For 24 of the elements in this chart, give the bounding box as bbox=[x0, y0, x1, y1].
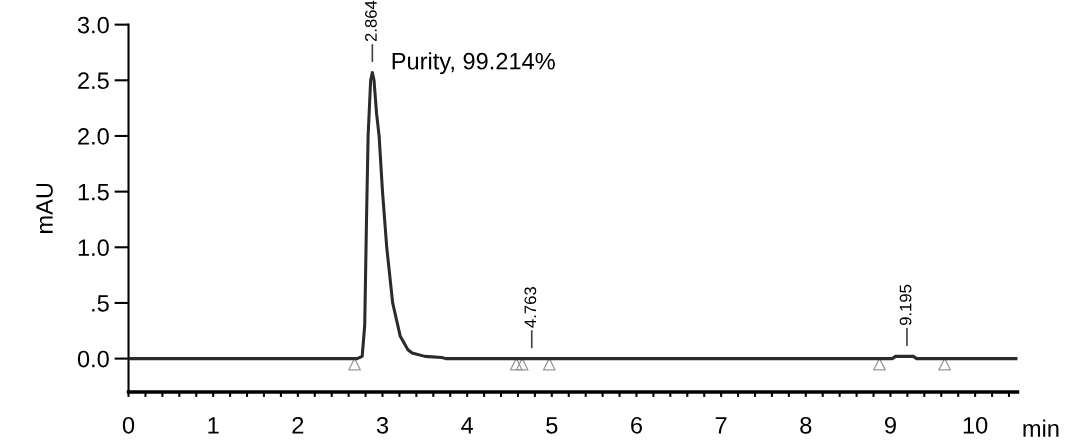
x-tick-label: 8 bbox=[800, 416, 812, 434]
y-tick-label: 0.0 bbox=[77, 350, 109, 368]
x-tick-label: 9 bbox=[885, 416, 896, 434]
x-tick-label: 1 bbox=[208, 417, 219, 434]
x-tick-label: 0 bbox=[122, 416, 135, 434]
y-axis-title: mAU bbox=[36, 183, 53, 233]
annotation: Purity, 99.214% bbox=[392, 52, 555, 75]
x-tick-label: 7 bbox=[715, 417, 727, 434]
y-tick-label: 3.0 bbox=[77, 16, 109, 34]
annotation: 9.195 bbox=[899, 284, 912, 326]
x-axis-title: min bbox=[1023, 419, 1059, 437]
y-tick-label: .5 bbox=[92, 295, 109, 312]
x-tick-label: 5 bbox=[546, 417, 558, 434]
x-tick-label: 6 bbox=[631, 416, 643, 434]
x-tick-label: 2 bbox=[292, 416, 304, 434]
x-tick-label: 4 bbox=[461, 417, 474, 434]
annotation: 4.763 bbox=[524, 287, 537, 328]
annotation: 2.864 bbox=[365, 0, 377, 42]
x-tick-label: 3 bbox=[376, 416, 389, 434]
y-tick-label: 1.5 bbox=[78, 183, 109, 201]
x-tick-label: 10 bbox=[963, 416, 988, 434]
y-tick-label: 2.0 bbox=[78, 128, 109, 145]
y-tick-label: 1.0 bbox=[78, 239, 109, 257]
y-tick-label: 2.5 bbox=[78, 72, 109, 90]
